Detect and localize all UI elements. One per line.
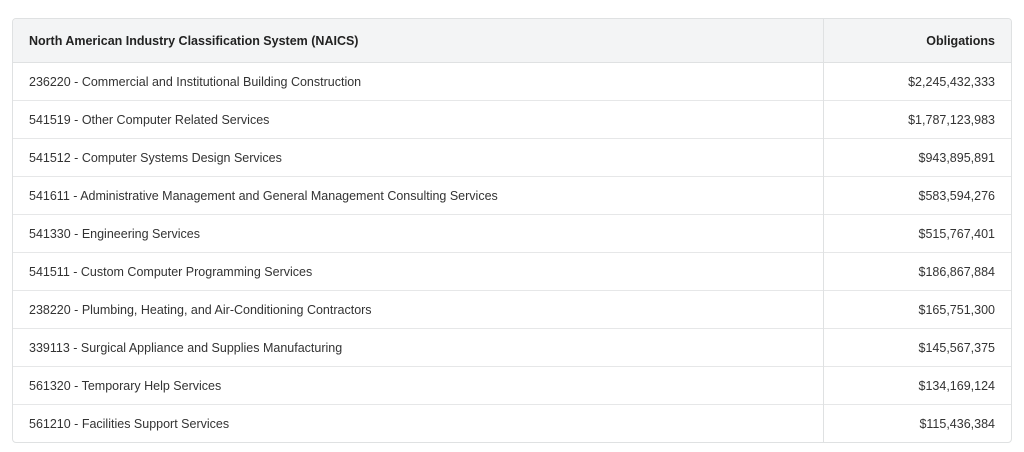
table-row: 541512 - Computer Systems Design Service… <box>13 138 1011 177</box>
naics-cell: 541611 - Administrative Management and G… <box>13 176 824 215</box>
obligations-cell: $515,767,401 <box>823 214 1011 253</box>
table-row: 561320 - Temporary Help Services $134,169… <box>13 366 1011 405</box>
naics-cell: 561210 - Facilities Support Services <box>13 404 824 442</box>
table-row: 561210 - Facilities Support Services $115… <box>13 404 1011 442</box>
obligations-cell: $943,895,891 <box>823 138 1011 177</box>
table-row: 339113 - Surgical Appliance and Supplies… <box>13 328 1011 367</box>
naics-cell: 561320 - Temporary Help Services <box>13 366 824 405</box>
naics-cell: 541519 - Other Computer Related Services <box>13 100 824 139</box>
obligations-cell: $134,169,124 <box>823 366 1011 405</box>
naics-cell: 339113 - Surgical Appliance and Supplies… <box>13 328 824 367</box>
obligations-cell: $165,751,300 <box>823 290 1011 329</box>
naics-obligations-table: North American Industry Classification S… <box>13 19 1011 442</box>
table-header-row: North American Industry Classification S… <box>13 19 1011 63</box>
table-row: 541330 - Engineering Services $515,767,40… <box>13 214 1011 253</box>
table-row: 236220 - Commercial and Institutional Bu… <box>13 62 1011 101</box>
naics-cell: 236220 - Commercial and Institutional Bu… <box>13 62 824 101</box>
naics-obligations-table-container: North American Industry Classification S… <box>12 18 1012 443</box>
naics-cell: 541511 - Custom Computer Programming Ser… <box>13 252 824 291</box>
obligations-cell: $145,567,375 <box>823 328 1011 367</box>
table-row: 541511 - Custom Computer Programming Ser… <box>13 252 1011 291</box>
table-row: 541519 - Other Computer Related Services… <box>13 100 1011 139</box>
column-header-obligations[interactable]: Obligations <box>823 19 1011 63</box>
obligations-cell: $1,787,123,983 <box>823 100 1011 139</box>
obligations-cell: $186,867,884 <box>823 252 1011 291</box>
table-row: 541611 - Administrative Management and G… <box>13 176 1011 215</box>
obligations-cell: $2,245,432,333 <box>908 74 995 89</box>
naics-cell: 541512 - Computer Systems Design Service… <box>13 138 824 177</box>
obligations-cell: $115,436,384 <box>823 404 1011 442</box>
obligations-cell: $583,594,276 <box>823 176 1011 215</box>
table-row: 238220 - Plumbing, Heating, and Air-Cond… <box>13 290 1011 329</box>
naics-cell: 238220 - Plumbing, Heating, and Air-Cond… <box>13 290 824 329</box>
column-header-naics[interactable]: North American Industry Classification S… <box>13 19 824 63</box>
naics-cell: 541330 - Engineering Services <box>13 214 824 253</box>
